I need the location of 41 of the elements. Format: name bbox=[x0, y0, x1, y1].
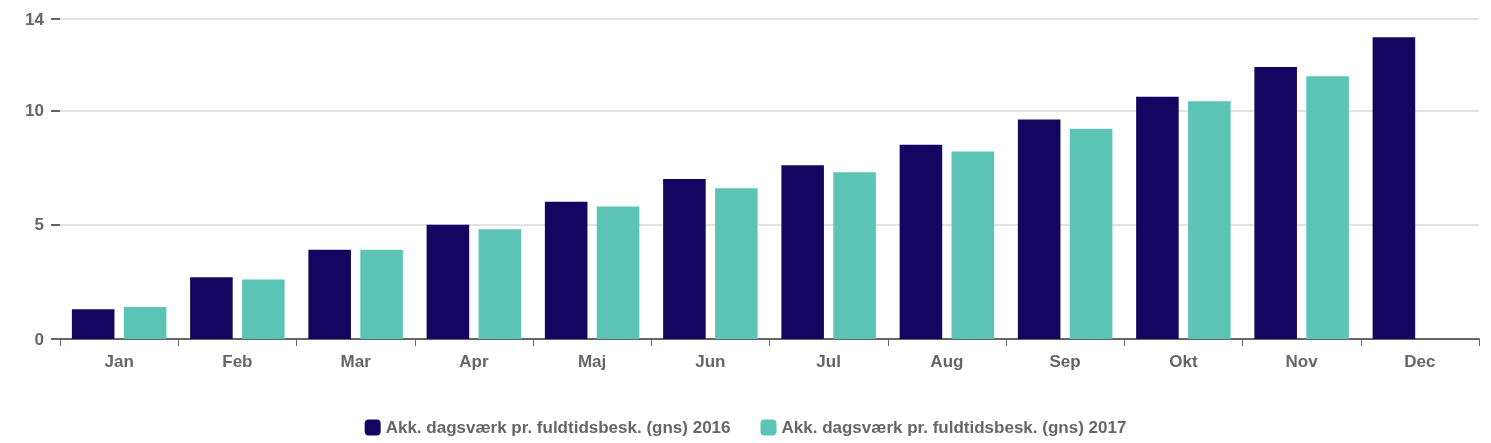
bar bbox=[190, 277, 233, 339]
legend-label: Akk. dagsværk pr. fuldtidsbesk. (gns) 2017 bbox=[781, 418, 1127, 437]
y-tick-label: 5 bbox=[34, 215, 44, 235]
bar bbox=[1017, 119, 1061, 339]
bar bbox=[1136, 96, 1179, 339]
y-tick-label: 0 bbox=[34, 329, 44, 349]
bar bbox=[663, 179, 706, 339]
bar bbox=[715, 188, 758, 339]
x-tick-label: Aug bbox=[930, 352, 964, 371]
legend-label: Akk. dagsværk pr. fuldtidsbesk. (gns) 2016 bbox=[385, 418, 731, 437]
bar bbox=[781, 165, 824, 339]
x-tick-label: Jun bbox=[695, 352, 726, 371]
bar bbox=[308, 249, 351, 339]
x-tick-label: Nov bbox=[1285, 352, 1319, 371]
x-tick-label: Mar bbox=[340, 352, 372, 371]
bar bbox=[833, 172, 876, 339]
bar bbox=[596, 206, 640, 339]
bar bbox=[544, 201, 588, 339]
x-tick-label: Feb bbox=[222, 352, 253, 371]
bar bbox=[1188, 101, 1231, 339]
bar bbox=[1069, 128, 1113, 339]
bar bbox=[899, 144, 943, 339]
x-tick-label: Okt bbox=[1169, 352, 1198, 371]
bar bbox=[123, 307, 167, 339]
bar bbox=[1254, 67, 1297, 339]
x-tick-label: Jul bbox=[816, 352, 841, 371]
bar bbox=[951, 151, 995, 339]
bar bbox=[242, 279, 285, 339]
y-tick-label: 10 bbox=[25, 100, 44, 120]
bar bbox=[478, 229, 522, 339]
bar bbox=[1372, 37, 1416, 339]
bar bbox=[360, 249, 403, 339]
bar bbox=[71, 309, 115, 339]
x-tick-label: Maj bbox=[577, 352, 607, 371]
y-tick-label: 14 bbox=[25, 9, 45, 29]
x-tick-label: Jan bbox=[104, 352, 134, 371]
x-tick-label: Apr bbox=[459, 352, 489, 371]
x-tick-label: Dec bbox=[1404, 352, 1436, 371]
bar bbox=[1306, 76, 1349, 339]
x-tick-label: Sep bbox=[1049, 352, 1081, 371]
bar bbox=[426, 224, 470, 339]
